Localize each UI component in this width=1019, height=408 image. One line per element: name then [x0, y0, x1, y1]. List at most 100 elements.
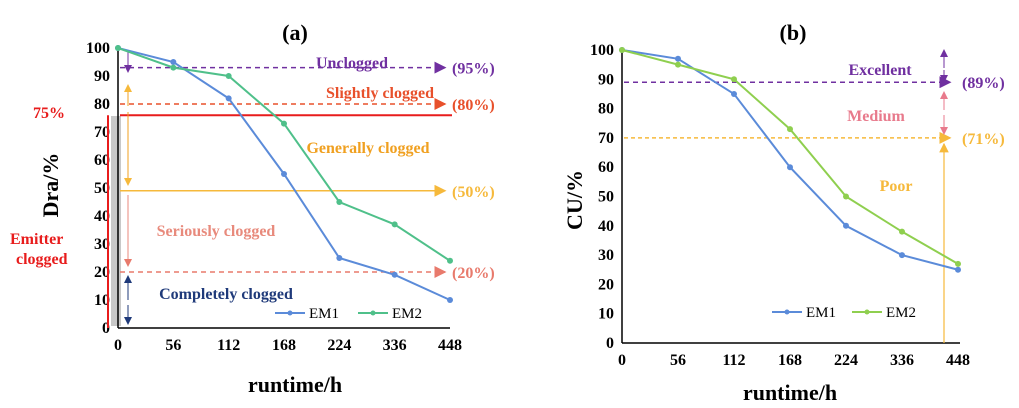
chart-b-xtick-label: 224: [834, 352, 858, 369]
chart-a-xtick-label: 336: [383, 337, 407, 354]
chart-a-legend-em1-marker: [287, 310, 293, 316]
chart-b-zone-excellent: Excellent: [848, 62, 912, 79]
chart-b-xtick-label: 448: [946, 352, 970, 369]
chart-a-ylabel: Dra/%: [38, 153, 63, 218]
chart-b-point-em2: [675, 61, 681, 68]
chart-b-thresholds: (89%) (71%): [624, 75, 1005, 148]
chart-b-point-em2: [619, 47, 625, 53]
chart-b-legend-em1-marker: [784, 309, 790, 315]
chart-a-threshold-label: (80%): [452, 97, 495, 114]
chart-a-ytick-label: 90: [94, 68, 110, 85]
chart-b-xtick-label: 0: [618, 352, 626, 369]
chart-b-y-ticks: 0 10 20 30 40 50 60 70 80 90 100: [590, 42, 614, 352]
chart-b-point-em2: [787, 126, 793, 133]
chart-a-point-em2: [336, 199, 343, 205]
chart-b-threshold-label: (71%): [962, 131, 1005, 148]
chart-a-xlabel: runtime/h: [248, 372, 342, 397]
chart-b-point-em2: [843, 193, 849, 200]
chart-a-ytick-label: 70: [94, 124, 110, 141]
chart-a-legend-em1: EM1: [309, 306, 339, 322]
chart-b-ytick-label: 70: [598, 130, 614, 147]
chart-a-ytick-label: 0: [102, 320, 110, 337]
chart-a-point-em2: [170, 64, 177, 71]
chart-b-point-em1: [843, 222, 849, 229]
chart-b-point-em1: [787, 164, 793, 171]
chart-a-ytick-label: 100: [86, 40, 110, 57]
chart-a: (a) runtime/h Dra/% 0 10 20 30 40 50 60 70 80 90 1…: [10, 20, 495, 397]
chart-a-point-em1: [336, 255, 343, 261]
chart-a-title: (a): [282, 20, 308, 45]
chart-b-zone-poor: Poor: [880, 178, 913, 195]
chart-a-emitter-label: Emitter: [10, 231, 63, 248]
chart-a-point-em2: [447, 257, 453, 264]
chart-a-zone-slightly: Slightly clogged: [326, 85, 434, 102]
chart-b-ytick-label: 20: [598, 276, 614, 293]
chart-a-point-em1: [170, 59, 177, 65]
chart-b-ytick-label: 0: [606, 335, 614, 352]
chart-b-ytick-label: 100: [590, 42, 614, 59]
chart-a-x-ticks: 0 56 112 168 224 336 448: [114, 337, 462, 354]
chart-b-ytick-label: 80: [598, 101, 614, 118]
chart-a-xtick-label: 168: [272, 337, 296, 354]
chart-b: (b) runtime/h CU/% 0 10 20 30 40 50 60 70 80 90 10…: [562, 20, 1005, 405]
chart-b-legend-em1: EM1: [806, 305, 836, 321]
chart-a-xtick-label: 448: [438, 337, 462, 354]
chart-b-ytick-label: 90: [598, 71, 614, 88]
chart-a-point-em1: [447, 297, 453, 303]
chart-b-point-em2: [899, 228, 905, 235]
chart-a-ytick-label: 10: [94, 292, 110, 309]
chart-b-xtick-label: 112: [722, 352, 745, 369]
chart-a-point-em1: [225, 95, 232, 102]
chart-a-legend: EM1 EM2: [275, 306, 422, 322]
chart-a-zone-completely: Completely clogged: [159, 286, 293, 303]
chart-b-point-em1: [899, 252, 905, 259]
chart-a-xtick-label: 56: [165, 337, 181, 354]
chart-b-xlabel: runtime/h: [743, 380, 837, 405]
chart-a-zone-unclogged: Unclogged: [316, 55, 388, 72]
chart-b-threshold-label: (89%): [962, 75, 1005, 92]
chart-a-point-em1: [281, 171, 287, 177]
chart-a-point-em1: [391, 271, 398, 278]
chart-a-xtick-label: 0: [114, 337, 122, 354]
chart-a-legend-em2: EM2: [392, 306, 422, 322]
chart-b-ytick-label: 60: [598, 159, 614, 176]
chart-a-ytick-label: 50: [94, 180, 110, 197]
chart-b-ytick-label: 30: [598, 247, 614, 264]
chart-b-zone-medium: Medium: [847, 108, 905, 125]
chart-a-series: [115, 45, 453, 303]
chart-b-ylabel: CU/%: [562, 170, 587, 230]
chart-b-xtick-label: 168: [778, 352, 802, 369]
chart-a-thresholds: (95%) (80%) (50%) (20%): [120, 61, 495, 282]
chart-b-point-em1: [955, 266, 961, 273]
chart-b-legend: EM1 EM2: [772, 305, 916, 321]
chart-a-xtick-label: 224: [327, 337, 351, 354]
chart-b-x-ticks: 0 56 112 168 224 336 448: [618, 352, 970, 369]
chart-a-clogged-band: [111, 116, 121, 326]
chart-a-point-em2: [115, 45, 121, 51]
chart-b-ytick-label: 50: [598, 189, 614, 206]
chart-b-point-em1: [675, 55, 681, 62]
chart-b-legend-em2: EM2: [886, 305, 916, 321]
chart-a-threshold-label: (95%): [452, 61, 495, 78]
chart-b-point-em2: [955, 260, 961, 267]
chart-a-ytick-label: 60: [94, 152, 110, 169]
chart-b-ytick-label: 40: [598, 218, 614, 235]
chart-b-point-em2: [731, 76, 737, 83]
chart-b-ytick-label: 10: [598, 306, 614, 323]
chart-a-point-em2: [391, 221, 398, 228]
chart-a-threshold-label: (20%): [452, 265, 495, 282]
chart-b-xtick-label: 336: [890, 352, 914, 369]
chart-b-legend-em2-marker: [864, 309, 870, 315]
chart-b-title: (b): [780, 20, 807, 45]
chart-a-ytick-label: 30: [94, 236, 110, 253]
chart-a-point-em2: [281, 120, 287, 127]
chart-a-75pct-label: 75%: [33, 105, 65, 122]
chart-a-xtick-label: 112: [217, 337, 240, 354]
chart-a-ytick-label: 20: [94, 264, 110, 281]
chart-a-ytick-label: 80: [94, 96, 110, 113]
chart-b-xtick-label: 56: [670, 352, 686, 369]
chart-a-zone-generally: Generally clogged: [306, 140, 429, 157]
chart-a-threshold-label: (50%): [452, 184, 495, 201]
chart-a-zone-seriously: Seriously clogged: [157, 223, 276, 240]
